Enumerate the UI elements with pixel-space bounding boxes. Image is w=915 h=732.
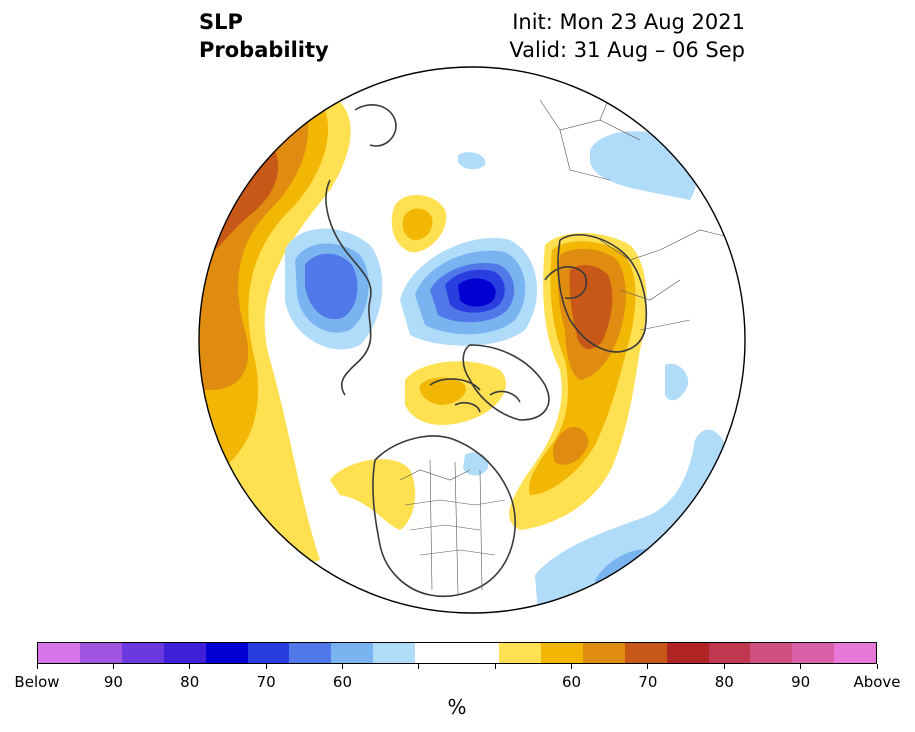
colorbar-tick-label: Below bbox=[14, 673, 60, 691]
colorbar-tick bbox=[36, 664, 38, 669]
colorbar-tick-label: 60 bbox=[561, 673, 582, 691]
kara-above-65 bbox=[402, 208, 433, 241]
init-label: Init: Mon 23 Aug 2021 bbox=[512, 10, 745, 34]
north-america-coastline bbox=[372, 435, 516, 598]
valid-label: Valid: 31 Aug – 06 Sep bbox=[509, 38, 745, 62]
colorbar-tick bbox=[800, 664, 802, 669]
colorbar-swatch bbox=[38, 643, 80, 663]
colorbar-swatch bbox=[289, 643, 332, 663]
east-asia-coastline bbox=[354, 104, 397, 147]
mid-below-60 bbox=[665, 363, 689, 401]
colorbar-tick bbox=[494, 664, 496, 669]
colorbar-tick-label: 90 bbox=[103, 673, 123, 691]
colorbar-swatch bbox=[247, 643, 290, 663]
colorbar-swatch bbox=[205, 643, 248, 663]
arctic-islands bbox=[429, 378, 521, 413]
colorbar-swatch bbox=[415, 643, 458, 663]
colorbar-tick bbox=[876, 664, 878, 669]
north-below-60 bbox=[458, 152, 486, 170]
globe-outline bbox=[198, 66, 746, 614]
coastlines bbox=[325, 104, 648, 598]
colorbar-tick-label: 80 bbox=[180, 673, 200, 691]
asia-coastline bbox=[325, 179, 372, 396]
colorbar-swatch bbox=[666, 643, 709, 663]
colorbar-swatch bbox=[792, 643, 835, 663]
scandinavia-coastline bbox=[544, 266, 587, 300]
colorbar-swatch bbox=[582, 643, 625, 663]
colorbar-tick-label: 70 bbox=[638, 673, 658, 691]
colorbar-swatch bbox=[498, 643, 541, 663]
colorbar bbox=[37, 642, 877, 664]
colorbar-swatch bbox=[331, 643, 374, 663]
borders bbox=[399, 94, 741, 596]
colorbar-swatch bbox=[708, 643, 751, 663]
europe-above-75 bbox=[569, 265, 613, 349]
colorbar-tick-label: 90 bbox=[791, 673, 811, 691]
chart-title-right: Init: Mon 23 Aug 2021 Valid: 31 Aug – 06… bbox=[509, 8, 745, 64]
colorbar-tick bbox=[189, 664, 191, 669]
europe-coastline bbox=[557, 234, 648, 353]
colorbar-swatch bbox=[79, 643, 122, 663]
chart-title-left: SLP Probability bbox=[199, 8, 329, 64]
atlantic-above-70 bbox=[553, 426, 589, 465]
colorbar-swatch bbox=[457, 643, 499, 663]
colorbar-swatch bbox=[373, 643, 416, 663]
colorbar-swatch bbox=[121, 643, 164, 663]
colorbar-tick-label: 60 bbox=[332, 673, 352, 691]
colorbar-tick-label: 70 bbox=[256, 673, 276, 691]
colorbar-swatch bbox=[540, 643, 583, 663]
siberia-below-70 bbox=[305, 253, 358, 320]
variable-label: SLP bbox=[199, 10, 243, 34]
colorbar-swatch bbox=[624, 643, 667, 663]
colorbar-tick bbox=[647, 664, 649, 669]
colorbar-tick bbox=[265, 664, 267, 669]
product-label: Probability bbox=[199, 38, 329, 62]
hudson-below-60 bbox=[463, 452, 489, 476]
polar-map bbox=[198, 66, 746, 614]
colorbar-tick bbox=[112, 664, 114, 669]
colorbar-swatch bbox=[750, 643, 793, 663]
colorbar-tick-label: Above bbox=[853, 673, 901, 691]
greenland-coastline bbox=[462, 344, 550, 421]
arctic-below-80 bbox=[458, 278, 496, 307]
colorbar-tick bbox=[341, 664, 343, 669]
colorbar-tick bbox=[571, 664, 573, 669]
colorbar-swatch bbox=[163, 643, 206, 663]
colorbar-swatch bbox=[834, 643, 877, 663]
colorbar-unit-label: % bbox=[447, 695, 467, 719]
colorbar-tick bbox=[418, 664, 420, 669]
colorbar-tick-label: 80 bbox=[714, 673, 734, 691]
colorbar-tick bbox=[723, 664, 725, 669]
